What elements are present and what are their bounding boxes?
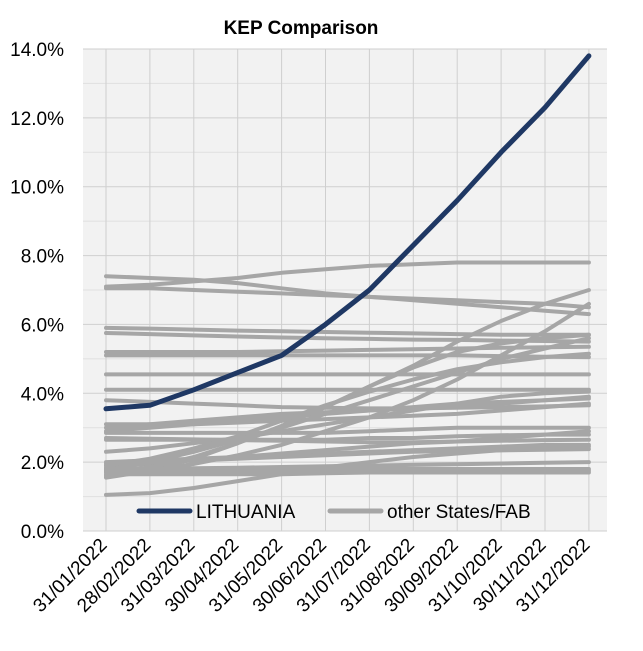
y-tick-label: 6.0% — [21, 315, 64, 336]
series-line-other-6 — [104, 344, 591, 354]
series-line-other-20 — [104, 336, 591, 473]
x-axis-tick-labels: 31/01/202228/02/202231/03/202230/04/2022… — [29, 535, 594, 617]
y-tick-label: 0.0% — [21, 522, 64, 543]
y-axis-tick-labels: 0.0% 2.0% 4.0% 6.0% 8.0% 10.0% 12.0% 14.0% — [10, 40, 64, 543]
chart-title: KEP Comparison — [224, 18, 379, 39]
legend-label-other: other States/FAB — [387, 502, 531, 523]
series-line-other-14 — [104, 425, 591, 435]
y-tick-label: 10.0% — [10, 178, 64, 199]
series-line-other-21 — [104, 301, 591, 478]
series-line-other-24 — [104, 351, 591, 468]
y-tick-label: 4.0% — [21, 384, 64, 405]
legend: LITHUANIA other States/FAB — [136, 502, 531, 523]
series-line-other-4 — [104, 325, 591, 337]
y-tick-label: 2.0% — [21, 453, 64, 474]
series-line-other-29 — [104, 470, 591, 477]
series-line-other-30 — [104, 444, 591, 497]
series-line-other-2 — [104, 260, 591, 289]
y-tick-label: 14.0% — [10, 40, 64, 61]
y-tick-label: 12.0% — [10, 109, 64, 130]
legend-label-lithuania: LITHUANIA — [196, 502, 296, 523]
series-line-other-17 — [104, 389, 591, 454]
series-line-other-3 — [104, 286, 591, 310]
series-layer — [103, 53, 592, 497]
y-tick-label: 8.0% — [21, 247, 64, 268]
series-line-other-13 — [104, 396, 591, 434]
series-line-other-16 — [104, 436, 591, 445]
series-line-lithuania — [103, 53, 592, 412]
